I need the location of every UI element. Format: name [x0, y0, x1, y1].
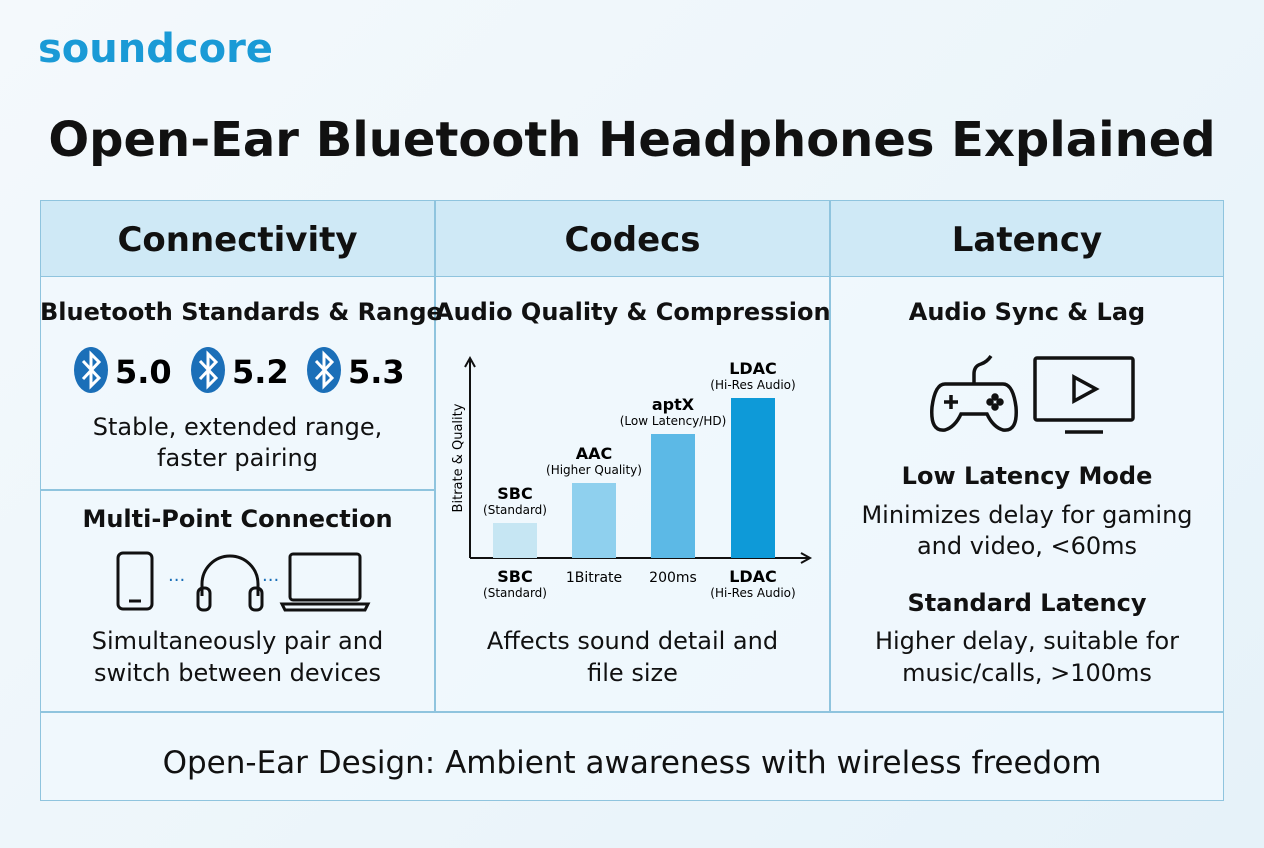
bluetooth-version: 5.3	[348, 353, 405, 391]
bar	[651, 434, 695, 558]
bluetooth-version: 5.0	[115, 353, 172, 391]
bar	[493, 523, 537, 558]
footer-divider	[41, 711, 1223, 713]
body-text: Higher delay, suitable for	[874, 627, 1180, 655]
x-tick-note: (Standard)	[483, 586, 547, 600]
header-row	[41, 201, 1223, 277]
latency-icons	[930, 354, 1135, 434]
body-text: faster pairing	[157, 444, 318, 472]
body-text: and video, <60ms	[916, 532, 1138, 560]
info-table	[40, 200, 1224, 801]
x-tick-label: LDAC	[729, 567, 777, 586]
bar-note: (Higher Quality)	[546, 463, 642, 477]
codec-chart: Bitrate & Quality SBC(Standard)SBC(Standa…	[451, 355, 813, 600]
bluetooth-icon	[191, 347, 225, 393]
column-divider	[434, 201, 436, 712]
x-tick-note: (Hi-Res Audio)	[710, 586, 795, 600]
bluetooth-icon	[307, 347, 341, 393]
svg-text:···: ···	[168, 570, 185, 591]
body-text: music/calls, >100ms	[902, 659, 1152, 687]
body-text: Stable, extended range,	[92, 413, 383, 441]
x-tick-label: SBC	[497, 567, 532, 586]
page-title: Open-Ear Bluetooth Headphones Explained	[48, 112, 1216, 168]
mode-title: Low Latency Mode	[901, 462, 1153, 490]
body-text: Simultaneously pair and	[91, 627, 384, 655]
svg-text:···: ···	[262, 570, 279, 591]
x-tick-label: 1Bitrate	[566, 570, 622, 586]
body-text: switch between devices	[94, 659, 381, 687]
bar-label: LDAC	[729, 359, 777, 378]
bar-label: aptX	[652, 395, 695, 414]
bluetooth-row: 5.0 5.2 5.3	[74, 347, 405, 393]
column-heading: Codecs	[564, 220, 701, 260]
bar-note: (Hi-Res Audio)	[710, 378, 795, 392]
column-heading: Connectivity	[117, 220, 358, 260]
body-text: Minimizes delay for gaming	[861, 501, 1193, 529]
bar-label: SBC	[497, 484, 532, 503]
mode-title: Standard Latency	[907, 589, 1147, 617]
brand-logo: soundcore	[38, 26, 273, 72]
bar-note: (Low Latency/HD)	[620, 414, 727, 428]
axis	[464, 355, 476, 558]
section-title: Audio Sync & Lag	[908, 298, 1146, 326]
bar-label: AAC	[576, 444, 613, 463]
body-text: file size	[587, 659, 678, 687]
bluetooth-icon	[74, 347, 108, 393]
section-divider	[41, 489, 435, 491]
column-heading: Latency	[951, 220, 1103, 260]
section-title: Bluetooth Standards & Range	[40, 298, 443, 326]
column-divider	[829, 201, 831, 712]
x-tick-label: 200ms	[649, 570, 697, 586]
y-axis-label: Bitrate & Quality	[451, 403, 466, 512]
section-title: Audio Quality & Compression	[435, 298, 831, 326]
bar-note: (Standard)	[483, 503, 547, 517]
bar	[572, 483, 616, 558]
section-title: Multi-Point Connection	[82, 505, 393, 533]
bluetooth-version: 5.2	[232, 353, 289, 391]
body-text: Affects sound detail and	[486, 627, 779, 655]
footer-text: Open-Ear Design: Ambient awareness with …	[162, 745, 1102, 781]
bar	[731, 398, 775, 558]
device-icons: ··· ···	[116, 551, 371, 612]
